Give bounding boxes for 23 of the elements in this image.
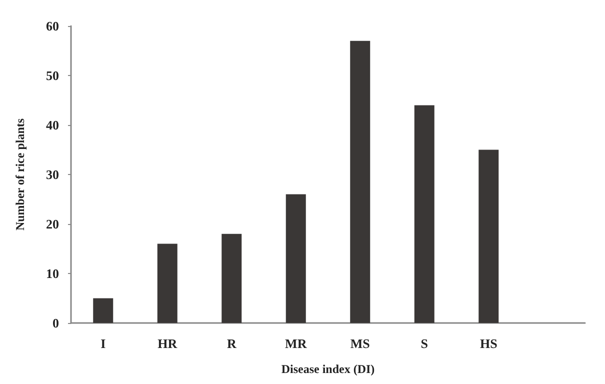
y-tick-label: 0 bbox=[52, 316, 59, 330]
y-tick-label: 30 bbox=[46, 167, 59, 182]
x-tick-label: R bbox=[226, 336, 237, 351]
y-axis-title: Number of rice plants bbox=[13, 118, 27, 231]
x-axis-title: Disease index (DI) bbox=[281, 362, 375, 376]
x-tick-label: MS bbox=[350, 336, 370, 351]
y-tick-label: 40 bbox=[46, 118, 59, 132]
bar bbox=[414, 105, 434, 323]
bar bbox=[93, 298, 114, 323]
x-tick-label: S bbox=[420, 336, 428, 351]
y-tick-label: 10 bbox=[46, 266, 59, 281]
bar bbox=[157, 244, 178, 323]
bar bbox=[478, 150, 499, 323]
bar bbox=[350, 40, 370, 323]
x-tick-label: I bbox=[100, 336, 106, 351]
x-tick-label: HR bbox=[158, 336, 178, 351]
bar bbox=[222, 234, 242, 323]
y-tick-label: 50 bbox=[46, 68, 59, 83]
y-tick-label: 20 bbox=[46, 216, 59, 232]
bar bbox=[286, 194, 306, 323]
x-tick-label: HS bbox=[480, 336, 498, 351]
y-tick-label: 60 bbox=[46, 18, 59, 34]
x-tick-label: MR bbox=[285, 336, 308, 351]
